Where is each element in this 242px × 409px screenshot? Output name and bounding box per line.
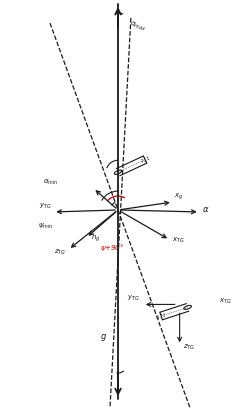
Text: $\psi_{min}$: $\psi_{min}$	[38, 222, 53, 231]
Text: $y_{TG}$: $y_{TG}$	[38, 202, 51, 211]
Text: $\psi$+90°: $\psi$+90°	[100, 242, 124, 253]
Text: $z_{TG}$: $z_{TG}$	[183, 343, 195, 353]
Text: $x_g$: $x_g$	[174, 192, 183, 202]
Text: $z_{TG}$: $z_{TG}$	[54, 248, 66, 257]
Text: $\alpha$: $\alpha$	[202, 205, 209, 214]
Text: $x_{TG}$: $x_{TG}$	[172, 236, 185, 245]
Text: g: g	[101, 332, 106, 341]
Text: $x_{TG}$: $x_{TG}$	[219, 297, 232, 306]
Text: $y_{TG}$: $y_{TG}$	[127, 293, 140, 303]
Text: $\alpha_{max}$: $\alpha_{max}$	[128, 20, 147, 34]
Text: $\alpha_{min}$: $\alpha_{min}$	[43, 178, 58, 187]
Text: $n_g$: $n_g$	[91, 234, 100, 244]
